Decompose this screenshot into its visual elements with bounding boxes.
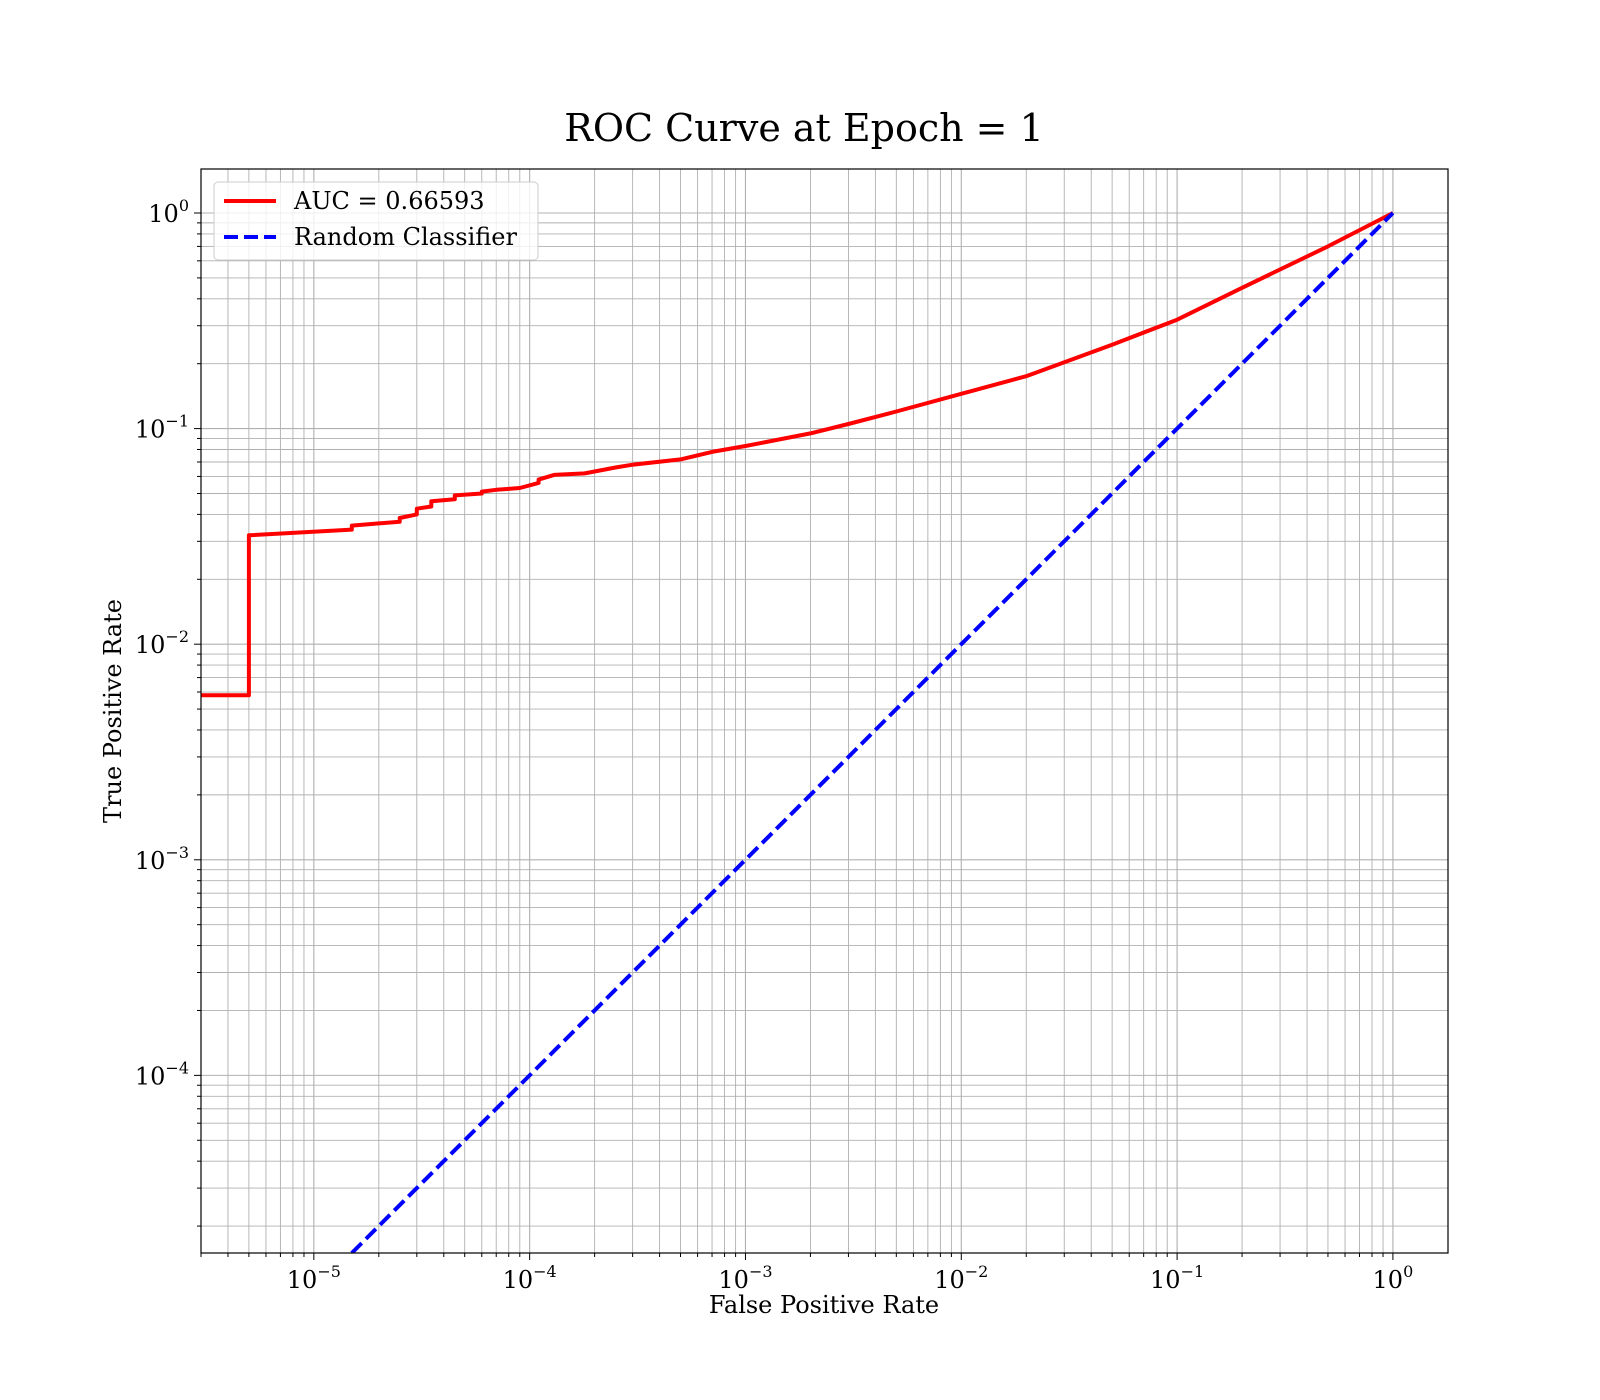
- y-tick-label: 10−2: [135, 627, 189, 659]
- legend-label-auc: AUC = 0.66593: [293, 187, 485, 215]
- y-tick-label: 10−1: [135, 412, 189, 444]
- legend: AUC = 0.66593 Random Classifier: [213, 181, 539, 261]
- roc-curve-line: [201, 211, 1394, 698]
- random-classifier-line: [350, 211, 1395, 1253]
- plot-area: 10−5 10−4 10−3 10−2 10−1 100 10−4 10−3 10−2 10−1 1…: [135, 168, 1449, 1294]
- legend-box: [213, 181, 539, 261]
- y-tick-label: 100: [148, 196, 189, 228]
- x-tick-label: 100: [1373, 1262, 1414, 1294]
- x-axis-label: False Positive Rate: [709, 1291, 939, 1319]
- legend-label-random: Random Classifier: [294, 223, 517, 251]
- x-tick-label: 10−2: [934, 1262, 988, 1294]
- x-tick-label: 10−3: [718, 1262, 772, 1294]
- x-tick-label: 10−4: [503, 1262, 557, 1294]
- y-axis-label: True Positive Rate: [99, 599, 127, 823]
- grid: [200, 169, 1448, 1253]
- chart-title: ROC Curve at Epoch = 1: [564, 106, 1044, 150]
- x-tick-label: 10−1: [1150, 1262, 1204, 1294]
- y-tick-label: 10−4: [135, 1058, 189, 1090]
- plot-frame: [200, 168, 1449, 1254]
- x-tick-label: 10−5: [287, 1262, 341, 1294]
- series-layer: [201, 211, 1395, 1253]
- y-tick-label: 10−3: [135, 843, 189, 875]
- axis-ticks: 10−5 10−4 10−3 10−2 10−1 100 10−4 10−3 10−2 10−1 1…: [135, 196, 1413, 1294]
